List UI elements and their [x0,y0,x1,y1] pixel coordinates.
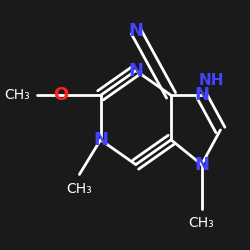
Text: NH: NH [198,73,224,88]
Text: N: N [194,86,209,104]
Text: CH₃: CH₃ [189,216,214,230]
Text: O: O [53,86,68,104]
Text: N: N [194,156,209,174]
Text: N: N [128,62,143,80]
Text: N: N [128,22,143,40]
Text: N: N [93,131,108,149]
Text: CH₃: CH₃ [4,88,30,102]
Text: CH₃: CH₃ [66,182,92,196]
